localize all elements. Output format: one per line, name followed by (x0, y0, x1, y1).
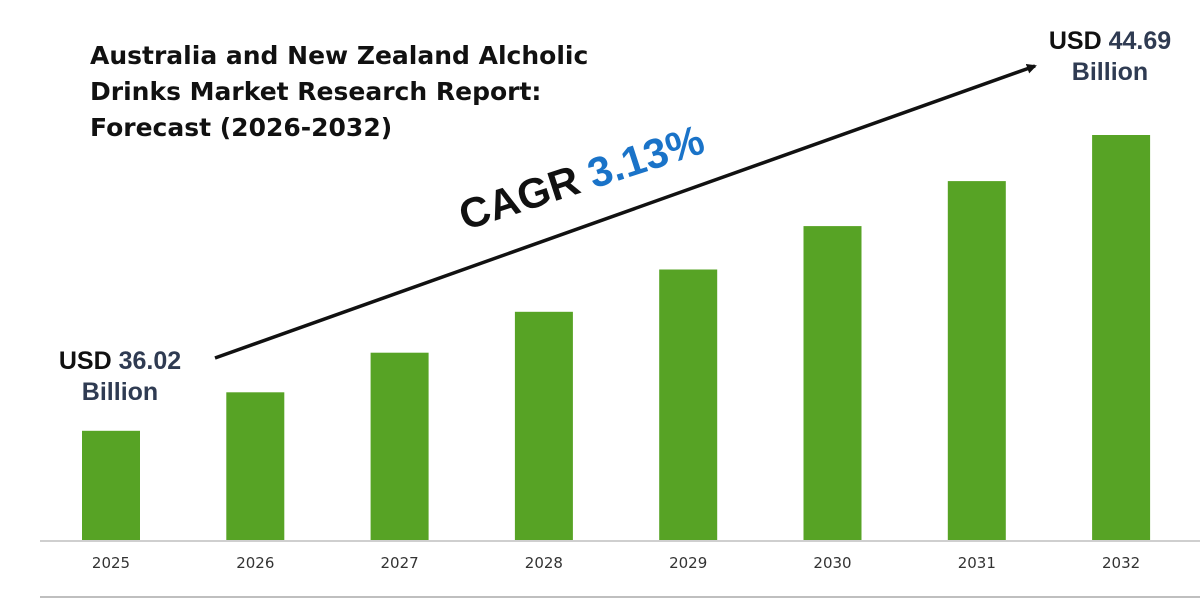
bar-2025 (82, 430, 140, 540)
chart-title: Australia and New Zealand Alcholic Drink… (90, 38, 650, 146)
x-tick-label-2030: 2030 (813, 554, 851, 572)
end-unit-label: Billion (1071, 58, 1149, 86)
x-tick-label-2027: 2027 (381, 554, 419, 572)
chart-title-line-3: Forecast (2026-2032) (90, 113, 393, 142)
start-currency-label: USD (58, 347, 112, 375)
x-tick-label-2031: 2031 (958, 554, 996, 572)
start-value-callout: USD 36.02 Billion (40, 346, 200, 408)
bar-2026 (226, 392, 285, 540)
x-tick-label-2028: 2028 (525, 554, 563, 572)
growth-arrow (214, 63, 1037, 360)
bar-2032 (1092, 135, 1151, 540)
chart-title-line-2: Drinks Market Research Report: (90, 77, 542, 106)
bar-2030 (803, 226, 862, 540)
bar-2029 (659, 269, 718, 540)
x-tick-label-2026: 2026 (236, 554, 274, 572)
bars-group (82, 135, 1151, 540)
bar-2027 (370, 352, 429, 540)
end-currency-label: USD (1048, 27, 1102, 55)
x-tick-label-2032: 2032 (1102, 554, 1140, 572)
end-value: 44.69 (1108, 27, 1172, 55)
end-value-callout: USD 44.69 Billion (1030, 26, 1190, 88)
chart-title-line-1: Australia and New Zealand Alcholic (90, 41, 589, 70)
bar-2031 (947, 181, 1006, 540)
x-tick-label-2025: 2025 (92, 554, 130, 572)
x-tick-labels: 2025 2026 2027 2028 2029 2030 2031 2032 (92, 554, 1140, 572)
start-unit-label: Billion (81, 378, 159, 406)
start-value: 36.02 (118, 347, 182, 375)
bar-2028 (514, 311, 573, 540)
x-tick-label-2029: 2029 (669, 554, 707, 572)
